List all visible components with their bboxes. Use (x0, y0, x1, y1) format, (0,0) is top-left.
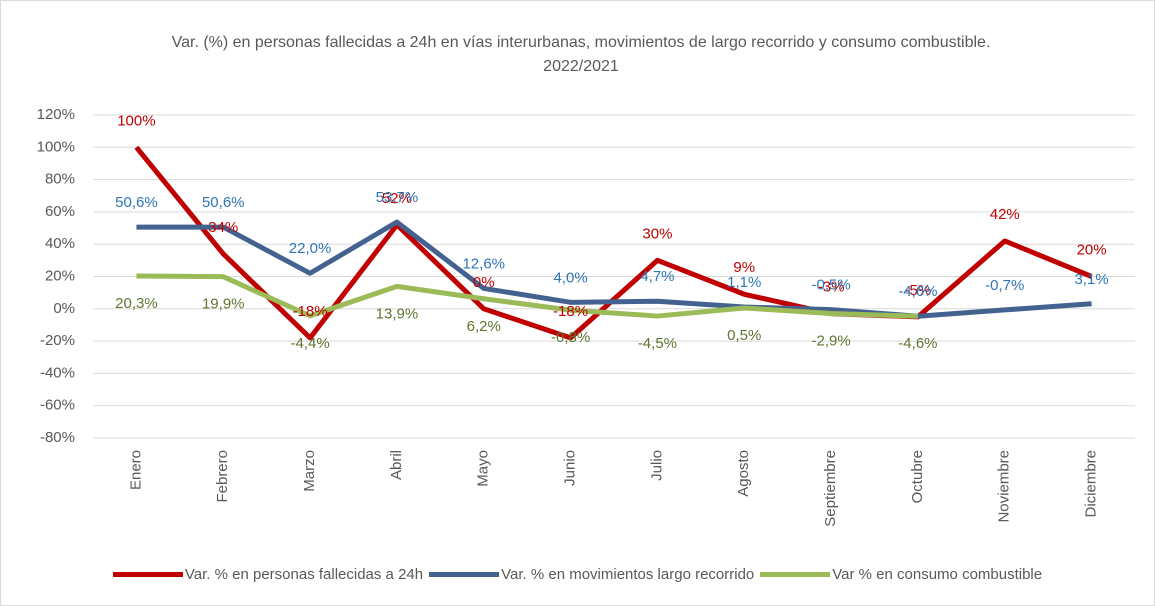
data-label: -3% (818, 279, 845, 296)
series-line (136, 219, 1092, 319)
series-line (134, 145, 1093, 341)
x-tick-label: Octubre (909, 450, 926, 503)
data-label: -5% (905, 282, 932, 299)
x-tick-label: Febrero (214, 450, 231, 503)
y-tick-label: -80% (40, 429, 75, 446)
data-label: -2,9% (811, 332, 850, 349)
data-label: 42% (990, 206, 1020, 223)
data-label: -18% (553, 303, 588, 320)
data-label: 52% (382, 190, 412, 207)
series-line (136, 273, 918, 319)
legend-item: Var. % en personas fallecidas a 24h (112, 566, 424, 583)
y-tick-label: 80% (45, 171, 75, 188)
data-label: -4,5% (638, 335, 677, 352)
legend-label: Var. % en movimientos largo recorrido (501, 566, 755, 583)
data-label: 9% (733, 259, 755, 276)
x-tick-label: Septiembre (822, 450, 839, 527)
data-label: 0% (473, 274, 495, 291)
y-tick-label: -40% (40, 364, 75, 381)
legend-swatch (429, 572, 500, 577)
x-tick-label: Noviembre (996, 450, 1013, 523)
data-label: 3,1% (1074, 271, 1108, 288)
legend-item: Var. % en movimientos largo recorrido (429, 566, 754, 583)
x-tick-label: Abril (388, 450, 405, 480)
data-label: 22,0% (289, 240, 332, 257)
y-tick-label: 20% (45, 267, 75, 284)
data-label: 1,1% (727, 274, 761, 291)
data-label: -0,5% (811, 277, 850, 294)
data-label: 20,3% (115, 295, 158, 312)
data-label: -0,8% (551, 329, 590, 346)
x-tick-label: Julio (648, 450, 665, 481)
data-label: 4,0% (553, 269, 587, 286)
data-label: -0,7% (985, 277, 1024, 294)
x-tick-label: Diciembre (1083, 450, 1100, 518)
legend: Var. % en personas fallecidas a 24h Var. … (1, 566, 1154, 583)
data-label: -4,6% (898, 283, 937, 300)
x-tick-label: Junio (562, 450, 579, 486)
data-label: 4,7% (640, 268, 674, 285)
y-tick-label: 120% (37, 106, 75, 123)
data-label: 53,7% (376, 189, 419, 206)
y-tick-label: 60% (45, 203, 75, 220)
data-label: -18% (293, 303, 328, 320)
data-label: 30% (642, 225, 672, 242)
legend-label: Var. % en personas fallecidas a 24h (184, 566, 424, 583)
x-tick-label: Mayo (475, 450, 492, 487)
data-label: 13,9% (376, 305, 419, 322)
y-tick-label: 0% (53, 300, 75, 317)
data-label: 34% (208, 219, 238, 236)
legend-swatch (760, 572, 831, 577)
data-label: 100% (117, 112, 155, 129)
y-tick-label: -20% (40, 332, 75, 349)
legend-label: Var % en consumo combustible (832, 566, 1043, 583)
data-label: -4,4% (290, 335, 329, 352)
data-label: 0,5% (727, 327, 761, 344)
chart-title: Var. (%) en personas fallecidas a 24h en… (171, 34, 991, 75)
x-tick-label: Marzo (301, 450, 318, 492)
data-label: -4,6% (898, 335, 937, 352)
legend-item: Var % en consumo combustible (760, 566, 1042, 583)
data-label: 6,2% (467, 318, 501, 335)
y-tick-label: 40% (45, 235, 75, 252)
x-tick-label: Enero (127, 450, 144, 490)
x-tick-label: Agosto (735, 450, 752, 497)
y-tick-label: -60% (40, 397, 75, 414)
data-label: 50,6% (202, 194, 245, 211)
data-label: 12,6% (462, 255, 505, 272)
data-label: 50,6% (115, 194, 158, 211)
y-tick-label: 100% (37, 138, 75, 155)
legend-swatch (112, 572, 183, 577)
data-label: 20% (1077, 241, 1107, 258)
data-label: 19,9% (202, 296, 245, 313)
